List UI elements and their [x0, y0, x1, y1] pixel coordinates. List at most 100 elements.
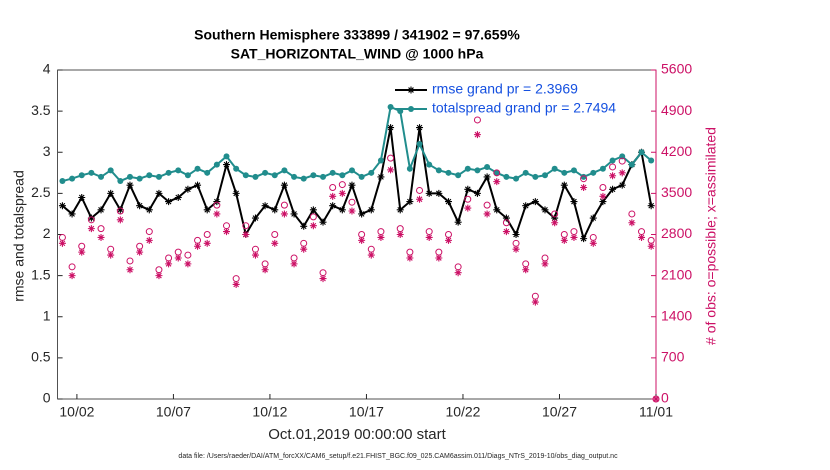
circle-marker: [638, 228, 646, 236]
circle-marker: [107, 245, 115, 253]
circle-marker: [464, 195, 472, 203]
asterisk-marker: [87, 214, 95, 222]
circle-marker: [348, 198, 356, 206]
dot-marker: [503, 173, 510, 180]
asterisk-marker: [309, 206, 317, 214]
asterisk-marker: [203, 239, 211, 247]
dot-marker: [619, 153, 626, 160]
dot-marker: [184, 172, 191, 179]
asterisk-marker: [145, 206, 153, 214]
dot-marker: [223, 153, 230, 160]
dot-marker: [136, 175, 143, 182]
dot-marker: [474, 167, 481, 174]
asterisk-marker: [387, 166, 395, 174]
chart-subtitle: SAT_HORIZONTAL_WIND @ 1000 hPa: [231, 46, 484, 62]
asterisk-marker: [512, 245, 520, 253]
dot-marker: [628, 161, 635, 168]
asterisk-marker: [280, 210, 288, 218]
dot-marker: [426, 161, 433, 168]
asterisk-marker: [464, 185, 472, 193]
asterisk-marker: [155, 189, 163, 197]
circle-marker: [416, 186, 424, 194]
dot-marker: [455, 172, 462, 179]
y2-tick-label: 700: [661, 349, 685, 365]
circle-marker: [165, 254, 173, 262]
chart-title: Southern Hemisphere 333899 / 341902 = 97…: [194, 27, 520, 43]
dot-marker: [348, 167, 355, 174]
circle-marker: [435, 248, 443, 256]
y-tick-label: 3: [43, 143, 51, 159]
asterisk-marker: [377, 233, 385, 241]
y2-tick-label: 0: [661, 390, 669, 406]
asterisk-marker: [425, 189, 433, 197]
asterisk-marker: [580, 184, 588, 191]
asterisk-marker: [261, 266, 269, 274]
circle-marker: [609, 163, 617, 171]
dot-marker: [590, 169, 597, 176]
dot-marker: [165, 169, 172, 176]
asterisk-marker: [444, 236, 452, 244]
asterisk-marker: [261, 202, 269, 210]
y2-tick-label: 4900: [661, 102, 692, 118]
dot-marker: [406, 165, 413, 172]
asterisk-marker: [165, 198, 173, 206]
asterisk-marker: [251, 251, 259, 259]
asterisk-marker: [541, 260, 549, 268]
y2-tick-label: 2800: [661, 225, 692, 241]
asterisk-marker: [570, 198, 578, 206]
asterisk-marker: [174, 193, 182, 201]
asterisk-marker: [78, 248, 86, 256]
circle-marker: [560, 231, 568, 238]
dot-marker: [271, 172, 278, 179]
asterisk-marker: [551, 219, 559, 227]
dot-marker: [329, 169, 336, 176]
dot-marker: [155, 173, 162, 180]
dot-marker: [570, 167, 577, 174]
circle-marker: [618, 157, 626, 165]
asterisk-marker: [560, 236, 568, 244]
asterisk-marker: [223, 161, 231, 169]
asterisk-marker: [68, 210, 76, 218]
legend-label: totalspread grand pr = 2.7494: [432, 100, 616, 116]
y-tick-label: 2: [43, 225, 51, 241]
asterisk-marker: [358, 236, 366, 244]
circle-marker: [232, 275, 240, 283]
circle-marker: [647, 236, 655, 244]
circle-marker: [454, 263, 462, 271]
circle-marker: [358, 231, 366, 238]
footnote: data file: /Users/raeder/DAI/ATM_forcXX/…: [178, 453, 618, 460]
asterisk-marker: [223, 228, 231, 236]
y-axis-label: rmse and totalspread: [11, 170, 27, 302]
asterisk-marker: [107, 189, 115, 197]
asterisk-marker: [136, 202, 144, 210]
asterisk-marker: [407, 86, 415, 94]
y-tick-label: 0: [43, 390, 51, 406]
asterisk-marker: [396, 231, 404, 238]
dot-marker: [638, 149, 645, 156]
asterisk-marker: [145, 236, 153, 244]
circle-marker: [261, 260, 269, 268]
asterisk-marker: [116, 216, 124, 224]
asterisk-marker: [232, 280, 240, 288]
dot-marker: [339, 172, 346, 179]
dot-marker: [599, 165, 606, 172]
asterisk-marker: [377, 173, 385, 181]
asterisk-marker: [589, 239, 597, 247]
asterisk-marker: [512, 231, 520, 238]
dot-marker: [233, 165, 240, 172]
y2-tick-label: 5600: [661, 61, 692, 77]
y2-tick-label: 4200: [661, 143, 692, 159]
dot-marker: [387, 104, 394, 111]
circle-marker: [78, 242, 86, 250]
dot-marker: [368, 169, 375, 176]
circle-marker: [97, 225, 105, 233]
asterisk-marker: [454, 269, 462, 277]
asterisk-marker: [126, 181, 134, 189]
asterisk-marker: [155, 272, 163, 280]
circle-marker: [242, 222, 250, 230]
circle-marker: [155, 266, 163, 274]
dot-marker: [310, 172, 317, 179]
circle-marker: [300, 239, 308, 247]
circle-marker: [136, 242, 144, 250]
